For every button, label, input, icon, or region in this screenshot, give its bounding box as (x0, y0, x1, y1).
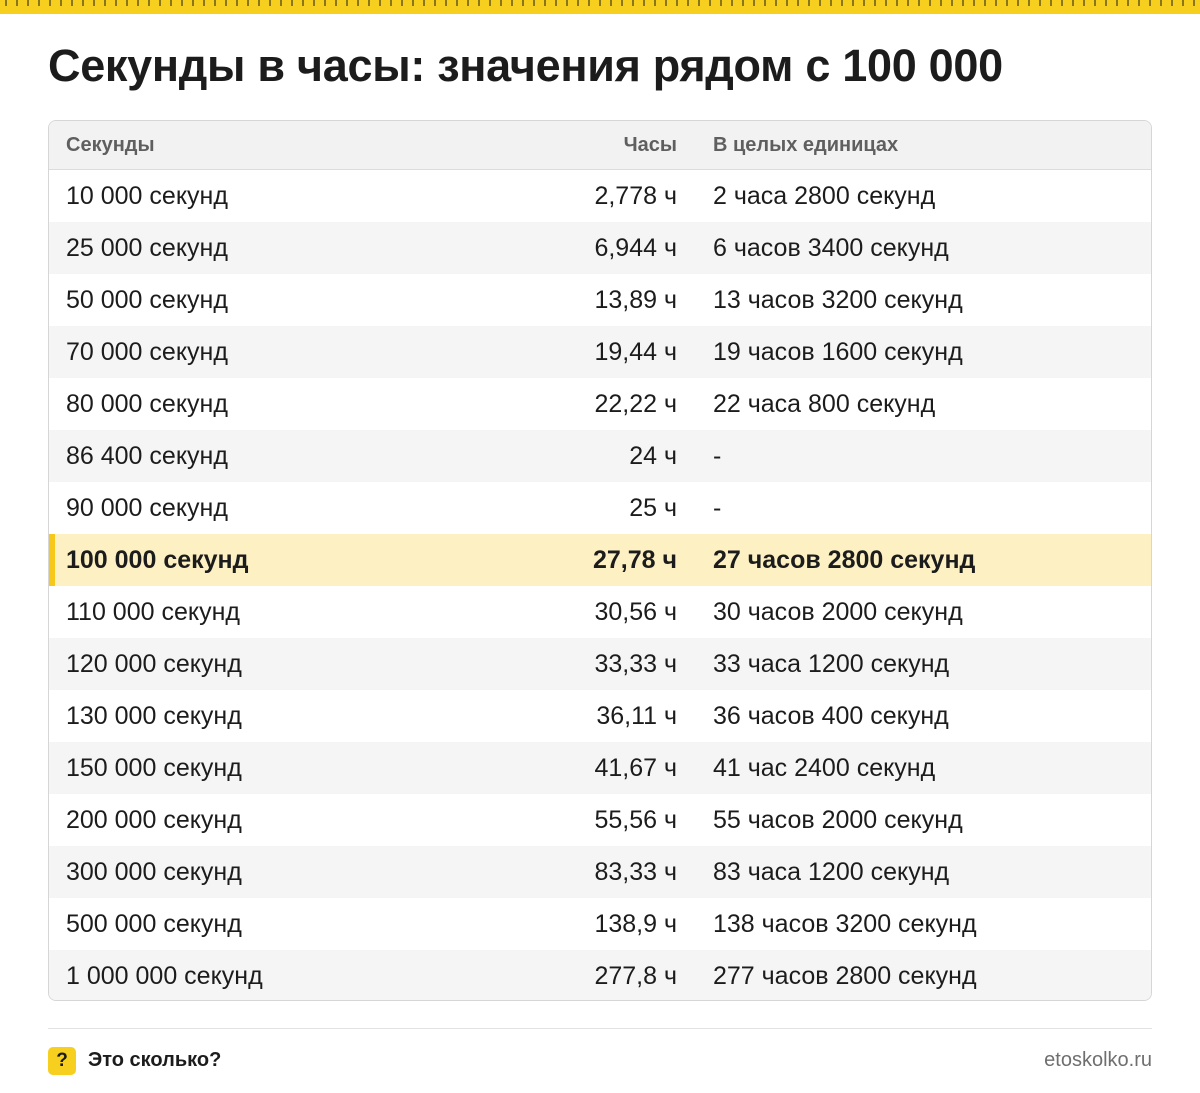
cell-seconds: 90 000 секунд (66, 493, 228, 522)
cell-whole-units: 22 часа 800 секунд (713, 389, 936, 418)
table-row: 120 000 секунд 33,33 ч 33 часа 1200 секунд (49, 638, 1151, 690)
cell-hours: 83,33 ч (594, 857, 677, 886)
cell-whole-units: 138 часов 3200 секунд (713, 909, 977, 938)
cell-whole-units: 19 часов 1600 секунд (713, 337, 963, 366)
brand-name: Это сколько? (88, 1049, 222, 1071)
cell-seconds: 120 000 секунд (66, 649, 242, 678)
cell-whole-units: 277 часов 2800 секунд (713, 961, 977, 990)
cell-hours: 24 ч (629, 441, 677, 470)
cell-whole-units: - (713, 493, 722, 522)
cell-seconds: 70 000 секунд (66, 337, 228, 366)
footer-divider (48, 1028, 1152, 1029)
cell-hours: 33,33 ч (594, 649, 677, 678)
cell-hours: 2,778 ч (594, 181, 677, 210)
cell-hours: 30,56 ч (594, 597, 677, 626)
table-row: 50 000 секунд 13,89 ч 13 часов 3200 секунд (49, 274, 1151, 326)
cell-whole-units: 2 часа 2800 секунд (713, 181, 936, 210)
cell-seconds: 10 000 секунд (66, 181, 228, 210)
cell-seconds: 200 000 секунд (66, 805, 242, 834)
cell-seconds: 300 000 секунд (66, 857, 242, 886)
table-header-row: Секунды Часы В целых единицах (49, 121, 1151, 170)
table-row-highlighted: 100 000 секунд 27,78 ч 27 часов 2800 секун… (49, 534, 1151, 586)
cell-hours: 277,8 ч (594, 961, 677, 990)
cell-seconds: 100 000 секунд (66, 545, 249, 574)
cell-hours: 22,22 ч (594, 389, 677, 418)
cell-hours: 36,11 ч (596, 701, 677, 730)
table-row: 130 000 секунд 36,11 ч 36 часов 400 секунд (49, 690, 1151, 742)
table-row: 10 000 секунд 2,778 ч 2 часа 2800 секунд (49, 170, 1151, 222)
ruler-strip (0, 0, 1200, 14)
conversion-table: Секунды Часы В целых единицах 10 000 сек… (48, 120, 1152, 1001)
cell-seconds: 130 000 секунд (66, 701, 242, 730)
header-seconds: Секунды (66, 133, 155, 156)
cell-seconds: 500 000 секунд (66, 909, 242, 938)
cell-hours: 41,67 ч (594, 753, 677, 782)
table-row: 500 000 секунд 138,9 ч 138 часов 3200 секу… (49, 898, 1151, 950)
cell-seconds: 25 000 секунд (66, 233, 228, 262)
cell-whole-units: 33 часа 1200 секунд (713, 649, 950, 678)
ruler-ticks (5, 0, 1195, 6)
cell-whole-units: 27 часов 2800 секунд (713, 545, 976, 574)
header-whole-units: В целых единицах (713, 133, 899, 156)
cell-hours: 13,89 ч (594, 285, 677, 314)
table-row: 90 000 секунд 25 ч - (49, 482, 1151, 534)
cell-hours: 25 ч (629, 493, 677, 522)
cell-whole-units: 6 часов 3400 секунд (713, 233, 949, 262)
question-mark-icon: ? (48, 1047, 76, 1075)
cell-seconds: 150 000 секунд (66, 753, 242, 782)
cell-whole-units: - (713, 441, 722, 470)
header-hours: Часы (623, 133, 677, 156)
page-title: Секунды в часы: значения рядом с 100 000 (48, 40, 1003, 91)
table-row: 86 400 секунд 24 ч - (49, 430, 1151, 482)
table-row: 300 000 секунд 83,33 ч 83 часа 1200 секунд (49, 846, 1151, 898)
cell-seconds: 86 400 секунд (66, 441, 228, 470)
cell-hours: 138,9 ч (594, 909, 677, 938)
cell-hours: 55,56 ч (594, 805, 677, 834)
cell-whole-units: 55 часов 2000 секунд (713, 805, 963, 834)
cell-hours: 6,944 ч (594, 233, 677, 262)
cell-whole-units: 13 часов 3200 секунд (713, 285, 963, 314)
table-row: 80 000 секунд 22,22 ч 22 часа 800 секунд (49, 378, 1151, 430)
cell-hours: 27,78 ч (592, 545, 677, 574)
table-row: 110 000 секунд 30,56 ч 30 часов 2000 секун… (49, 586, 1151, 638)
table-row: 1 000 000 секунд 277,8 ч 277 часов 2800 се… (49, 950, 1151, 1000)
cell-seconds: 110 000 секунд (66, 597, 240, 626)
cell-seconds: 50 000 секунд (66, 285, 228, 314)
table-body: 10 000 секунд 2,778 ч 2 часа 2800 секунд 25… (49, 170, 1151, 1000)
table-row: 70 000 секунд 19,44 ч 19 часов 1600 секунд (49, 326, 1151, 378)
cell-whole-units: 30 часов 2000 секунд (713, 597, 963, 626)
cell-seconds: 80 000 секунд (66, 389, 228, 418)
cell-whole-units: 36 часов 400 секунд (713, 701, 949, 730)
cell-whole-units: 41 час 2400 секунд (713, 753, 936, 782)
table-row: 150 000 секунд 41,67 ч 41 час 2400 секунд (49, 742, 1151, 794)
cell-whole-units: 83 часа 1200 секунд (713, 857, 950, 886)
cell-hours: 19,44 ч (594, 337, 677, 366)
table-row: 200 000 секунд 55,56 ч 55 часов 2000 секун… (49, 794, 1151, 846)
site-url[interactable]: etoskolko.ru (1044, 1049, 1152, 1071)
cell-seconds: 1 000 000 секунд (66, 961, 263, 990)
table-row: 25 000 секунд 6,944 ч 6 часов 3400 секунд (49, 222, 1151, 274)
